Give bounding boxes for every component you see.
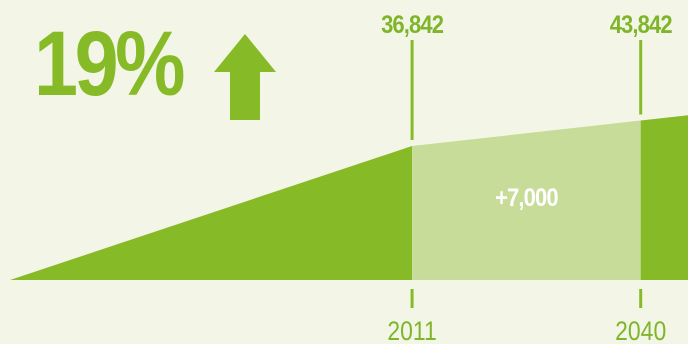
growth-percentage: 19% <box>34 13 185 115</box>
up-arrow-icon <box>214 34 276 120</box>
area-growth-highlight <box>412 120 641 280</box>
area-before-2011 <box>10 146 413 280</box>
area-after-2040 <box>640 115 688 280</box>
x-tick-label-2011: 2011 <box>387 316 436 344</box>
data-label-2011: 36,842 <box>381 11 444 39</box>
growth-delta-label: +7,000 <box>495 184 558 212</box>
data-label-2040: 43,842 <box>610 11 673 39</box>
x-tick-label-2040: 2040 <box>615 316 666 344</box>
